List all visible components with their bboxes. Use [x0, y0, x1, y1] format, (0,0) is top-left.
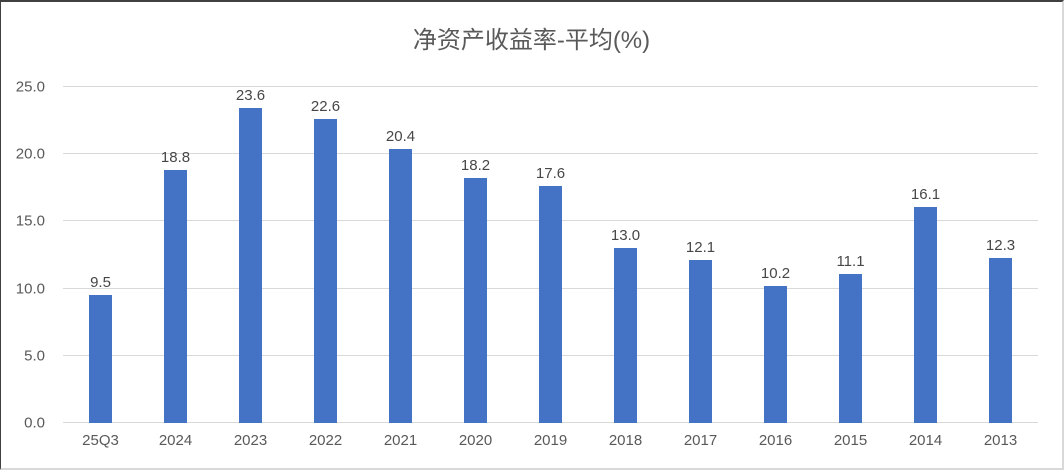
bar-value-label: 12.3: [985, 236, 1016, 254]
bar: [464, 178, 487, 423]
bar-column: 12.3 2013: [963, 87, 1038, 449]
bar: [764, 285, 787, 423]
chart-title: 净资产收益率-平均(%): [412, 27, 651, 54]
bar: [989, 257, 1012, 423]
bar: [164, 170, 187, 423]
bar-value-label: 11.1: [836, 252, 865, 270]
x-tick-label: 2022: [308, 432, 343, 449]
bar-value-label: 12.1: [685, 239, 716, 257]
x-tick-label: 2013: [983, 432, 1018, 449]
bar-value-label: 18.2: [460, 157, 491, 175]
x-tick-label: 2017: [683, 432, 718, 449]
x-tick-label: 2023: [233, 432, 268, 449]
bar-value-label: 22.6: [310, 98, 341, 116]
bar-column: 12.1 2017: [663, 87, 738, 449]
bar-value-label: 10.2: [760, 264, 791, 282]
bar: [89, 295, 112, 423]
bar: [239, 108, 262, 423]
x-tick-label: 2014: [908, 432, 943, 449]
y-axis: 25.0 20.0 15.0 10.0 5.0 0.0: [1, 79, 51, 432]
bar: [689, 260, 712, 423]
bar-column: 20.4 2021: [363, 87, 438, 449]
bar-value-label: 23.6: [235, 87, 266, 104]
y-tick-label: 10.0: [15, 280, 45, 298]
x-tick-label: 2021: [383, 432, 418, 449]
bar-columns: 9.5 25Q3 18.8 2024 23.6 2023 22.6 2022 20.4 2021 1…: [63, 87, 1038, 449]
bar-column: 9.5 25Q3: [63, 87, 138, 449]
x-tick-label: 2020: [458, 432, 493, 449]
x-tick-label: 2024: [158, 432, 193, 449]
x-tick-label: 2018: [608, 432, 643, 449]
bar-column: 17.6 2019: [513, 87, 588, 449]
y-tick-label: 15.0: [15, 212, 45, 230]
x-tick-label: 25Q3: [82, 432, 119, 449]
gridline: [63, 153, 1038, 155]
bar-column: 18.8 2024: [138, 87, 213, 449]
bar-value-label: 18.8: [160, 149, 191, 167]
bar: [389, 148, 412, 423]
bar-column: 22.6 2022: [288, 87, 363, 449]
plot-area: 9.5 25Q3 18.8 2024 23.6 2023 22.6 2022 20.4 2021 1…: [63, 86, 1038, 449]
bar-column: 11.1 2015: [813, 87, 888, 449]
bar-value-label: 20.4: [385, 127, 416, 145]
bar-column: 10.2 2016: [738, 87, 813, 449]
bar-value-label: 9.5: [90, 274, 111, 292]
bar: [614, 248, 637, 423]
bar-value-label: 13.0: [610, 227, 641, 245]
bar: [314, 119, 337, 423]
bar-column: 23.6 2023: [213, 87, 288, 449]
y-tick-label: 20.0: [15, 145, 45, 163]
bar: [914, 206, 937, 423]
bar-value-label: 16.1: [910, 185, 941, 203]
y-tick-label: 25.0: [15, 78, 45, 96]
y-tick-label: 0.0: [24, 414, 45, 432]
x-tick-label: 2019: [533, 432, 568, 449]
bar-column: 18.2 2020: [438, 87, 513, 449]
bar-column: 13.0 2018: [588, 87, 663, 449]
y-tick-label: 5.0: [24, 347, 45, 365]
bar-value-label: 17.6: [535, 165, 566, 183]
x-tick-label: 2015: [833, 432, 868, 449]
x-tick-label: 2016: [758, 432, 793, 449]
bar: [539, 186, 562, 423]
bar: [839, 273, 862, 423]
bar-column: 16.1 2014: [888, 87, 963, 449]
gridline: [63, 86, 1038, 87]
